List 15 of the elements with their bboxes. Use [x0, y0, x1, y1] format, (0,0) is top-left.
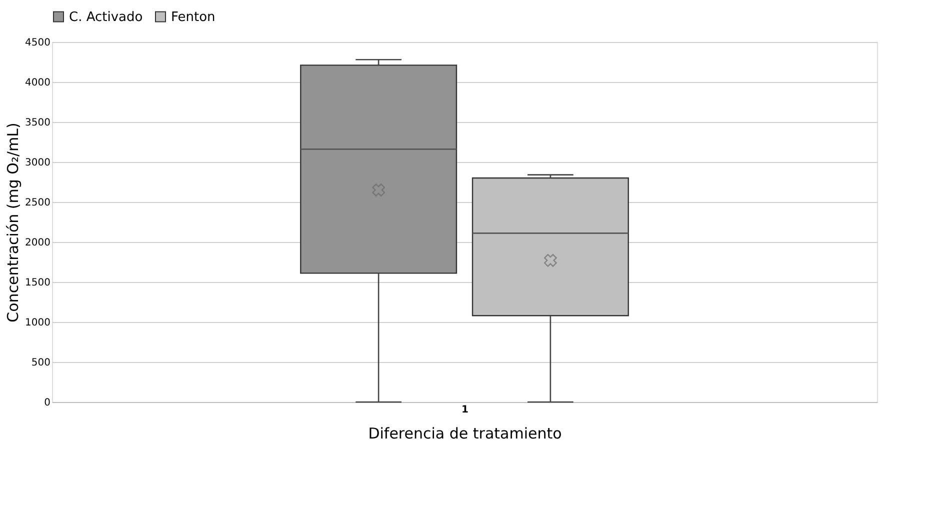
y-tick-label: 4000 [25, 78, 50, 88]
y-tick-label: 3000 [25, 158, 50, 168]
x-axis-title: Diferencia de tratamiento [368, 424, 562, 442]
y-tick-label: 4500 [25, 38, 50, 48]
y-tick-label: 500 [31, 358, 50, 368]
y-tick-label: 0 [44, 398, 50, 408]
y-axis-title: Concentración (mg O₂/mL) [4, 122, 22, 322]
y-tick-label: 3500 [25, 118, 50, 128]
y-tick-label: 2000 [25, 238, 50, 248]
legend-label: Fenton [171, 10, 216, 25]
y-tick-label: 1500 [25, 278, 50, 288]
x-tick-label: 1 [462, 404, 469, 416]
y-tick-label: 2500 [25, 198, 50, 208]
legend-label: C. Activado [69, 10, 143, 25]
y-tick-label: 1000 [25, 318, 50, 328]
